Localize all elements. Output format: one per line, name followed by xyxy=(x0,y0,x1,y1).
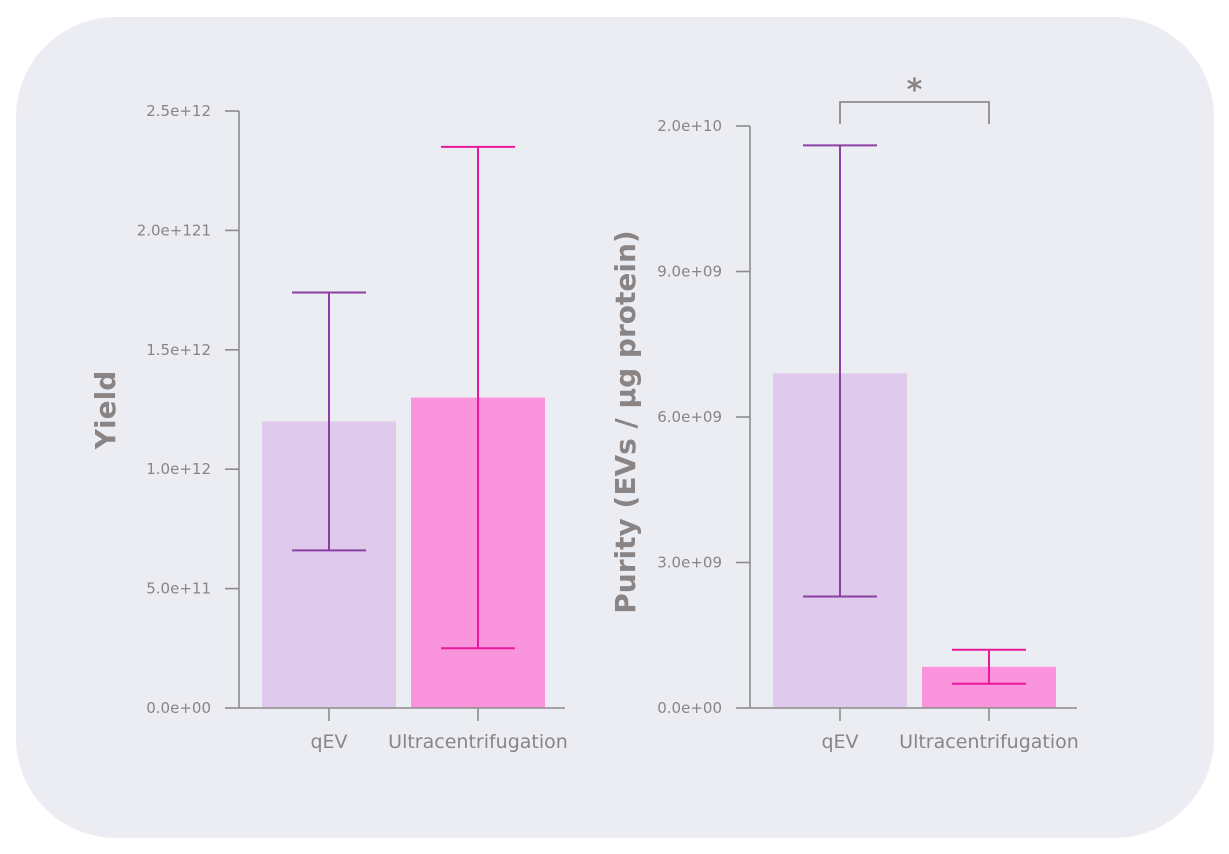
y-axis-title: Purity (EVs / µg protein) xyxy=(609,230,642,613)
significance-bracket xyxy=(839,101,990,124)
x-tick-label: Ultracentrifugation xyxy=(899,731,1079,753)
y-tick-label: 0.0e+00 xyxy=(146,699,211,717)
x-tick-label: qEV xyxy=(310,731,347,753)
purity-chart: 0.0e+00 3.0e+09 6.0e+09 9.0e+09 2.0e+10 qEV Ul… xyxy=(609,73,1079,753)
y-tick-label: 1.0e+12 xyxy=(146,460,211,478)
y-tick-label: 5.0e+11 xyxy=(146,580,211,598)
significance-label: * xyxy=(907,73,923,108)
y-tick-label: 2.5e+12 xyxy=(146,102,211,120)
y-tick-label: 0.0e+00 xyxy=(657,699,722,717)
x-tick-label: Ultracentrifugation xyxy=(388,731,568,753)
yield-chart: 0.0e+00 5.0e+11 1.0e+12 1.5e+12 2.0e+121 2.5e… xyxy=(89,102,568,753)
y-tick-label: 1.5e+12 xyxy=(146,341,211,359)
x-tick-label: qEV xyxy=(821,731,858,753)
y-tick-label: 6.0e+09 xyxy=(657,408,722,426)
y-tick-label: 2.0e+121 xyxy=(137,221,211,239)
y-tick-label: 2.0e+10 xyxy=(657,117,722,135)
y-axis-title: Yield xyxy=(89,371,122,451)
y-tick-label: 9.0e+09 xyxy=(657,263,722,281)
y-tick-label: 3.0e+09 xyxy=(657,554,722,572)
